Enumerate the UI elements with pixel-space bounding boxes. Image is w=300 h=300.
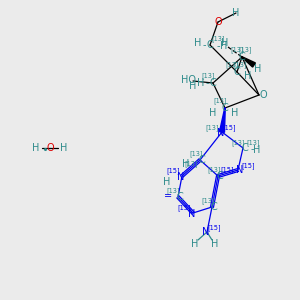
Text: [15]: [15] <box>220 167 234 173</box>
Text: HO: HO <box>181 75 196 85</box>
Text: [15]: [15] <box>222 124 236 131</box>
Polygon shape <box>220 108 225 132</box>
Polygon shape <box>242 57 255 67</box>
Text: H: H <box>189 81 197 91</box>
Text: [15]: [15] <box>207 225 221 231</box>
Text: [15]: [15] <box>166 168 180 174</box>
Text: N: N <box>236 165 244 175</box>
Text: [15]: [15] <box>177 205 191 212</box>
Text: -: - <box>250 144 254 154</box>
Text: H: H <box>221 38 229 48</box>
Text: [13]: [13] <box>231 140 245 146</box>
Text: [13]: [13] <box>230 46 244 53</box>
Text: C: C <box>217 171 224 181</box>
Text: H: H <box>244 71 252 81</box>
Text: H: H <box>163 177 171 187</box>
Text: H: H <box>191 239 199 249</box>
Text: [13]: [13] <box>205 124 219 131</box>
Text: [13]: [13] <box>238 46 252 53</box>
Text: [13]: [13] <box>233 61 247 68</box>
Text: -: - <box>202 40 206 50</box>
Text: [13]: [13] <box>189 151 203 158</box>
Text: H: H <box>182 159 190 169</box>
Text: C: C <box>177 192 183 202</box>
Text: N: N <box>188 209 196 219</box>
Text: H: H <box>220 41 228 51</box>
Text: H: H <box>197 78 205 88</box>
Text: H: H <box>232 8 240 18</box>
Text: [13]: [13] <box>246 140 260 146</box>
Text: =: = <box>164 191 172 201</box>
Text: [13]: [13] <box>207 167 221 173</box>
Text: C: C <box>222 103 228 113</box>
Text: N: N <box>202 227 210 237</box>
Text: [13]: [13] <box>211 36 225 42</box>
Text: [13]: [13] <box>166 188 180 194</box>
Text: O: O <box>214 17 222 27</box>
Text: H: H <box>60 143 68 153</box>
Text: C: C <box>211 202 218 212</box>
Text: [15]: [15] <box>241 163 255 170</box>
Text: C: C <box>207 40 213 50</box>
Text: [13]: [13] <box>225 61 239 68</box>
Text: H: H <box>254 64 262 74</box>
Text: H: H <box>231 108 239 118</box>
Text: H: H <box>209 108 217 118</box>
Text: [13]: [13] <box>184 160 198 167</box>
Text: H: H <box>32 143 40 153</box>
Text: C: C <box>210 78 216 88</box>
Text: C: C <box>234 67 240 77</box>
Text: H: H <box>194 38 202 48</box>
Text: [13]: [13] <box>201 198 215 204</box>
Text: [13]: [13] <box>201 73 215 80</box>
Text: N: N <box>217 128 225 138</box>
Text: C: C <box>199 155 206 165</box>
Text: N: N <box>177 172 185 182</box>
Text: H: H <box>211 239 219 249</box>
Text: C: C <box>238 52 245 62</box>
Text: O: O <box>46 143 54 153</box>
Text: -: - <box>205 78 209 88</box>
Text: O: O <box>259 90 267 100</box>
Text: H: H <box>253 145 261 155</box>
Text: C: C <box>242 143 248 153</box>
Text: [13]: [13] <box>213 98 227 104</box>
Text: -: - <box>216 41 220 51</box>
